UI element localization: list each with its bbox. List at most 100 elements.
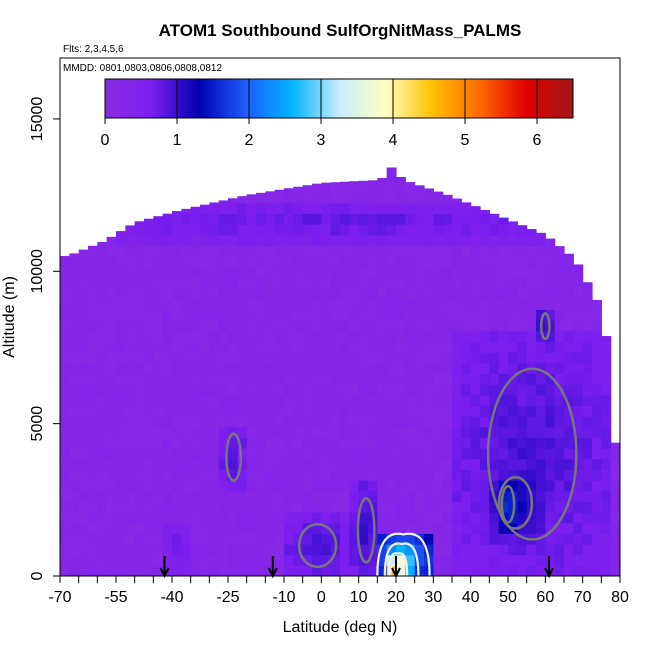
heatmap-cell <box>321 213 332 225</box>
heatmap-cell <box>330 266 341 278</box>
heatmap-cell <box>69 330 80 342</box>
heatmap-cell <box>78 416 89 428</box>
heatmap-cell <box>405 213 416 225</box>
heatmap-cell <box>545 330 556 342</box>
heatmap-cell <box>349 288 360 300</box>
heatmap-cell <box>517 480 528 492</box>
heatmap-cell <box>181 352 192 364</box>
heatmap-cell <box>265 341 276 353</box>
heatmap-cell <box>405 554 416 566</box>
heatmap-cell <box>78 426 89 438</box>
heatmap-cell <box>526 256 537 268</box>
heatmap-cell <box>536 405 546 417</box>
heatmap-cell <box>134 352 145 364</box>
heatmap-cell <box>414 384 425 396</box>
heatmap-cell <box>452 277 462 289</box>
heatmap-cell <box>209 554 220 566</box>
heatmap-cell <box>144 218 154 225</box>
heatmap-cell <box>181 309 192 321</box>
heatmap-cell <box>330 554 341 566</box>
heatmap-cell <box>274 469 285 481</box>
heatmap-cell <box>358 416 369 428</box>
heatmap-cell <box>162 341 173 353</box>
heatmap-cell <box>237 522 248 534</box>
heatmap-cell <box>144 341 154 353</box>
heatmap-cell <box>190 554 201 566</box>
heatmap-cell <box>386 298 397 310</box>
heatmap-cell <box>517 373 528 385</box>
heatmap-cell <box>88 512 98 524</box>
heatmap-cell <box>144 298 154 310</box>
heatmap-cell <box>405 480 416 492</box>
heatmap-cell <box>452 202 462 214</box>
heatmap-cell <box>78 288 89 300</box>
heatmap-cell <box>592 341 602 353</box>
heatmap-cell <box>414 277 425 289</box>
heatmap-cell <box>60 277 70 289</box>
heatmap-cell <box>88 330 98 342</box>
heatmap-cell <box>153 426 164 438</box>
heatmap-cell <box>265 512 276 524</box>
heatmap-cell <box>424 330 434 342</box>
heatmap-cell <box>125 469 136 481</box>
heatmap-cell <box>144 234 154 246</box>
heatmap-cell <box>452 224 462 236</box>
heatmap-cell <box>573 352 584 364</box>
heatmap-cell <box>564 448 574 460</box>
heatmap-cell <box>536 394 546 406</box>
heatmap-cell <box>153 234 164 246</box>
heatmap-cell <box>302 202 313 214</box>
heatmap-cell <box>377 330 388 342</box>
heatmap-cell <box>358 522 369 534</box>
heatmap-cell <box>78 501 89 513</box>
heatmap-cell <box>452 480 462 492</box>
heatmap-cell <box>302 234 313 246</box>
heatmap-cell <box>116 544 126 556</box>
heatmap-cell <box>69 565 80 576</box>
heatmap-cell <box>209 544 220 556</box>
heatmap-cell <box>312 405 322 417</box>
heatmap-cell <box>116 266 126 278</box>
heatmap-cell <box>312 544 322 556</box>
heatmap-cell <box>88 362 98 374</box>
heatmap-cell <box>265 320 276 332</box>
heatmap-cell <box>433 469 444 481</box>
heatmap-cell <box>200 352 210 364</box>
heatmap-cell <box>452 554 462 566</box>
heatmap-cell <box>386 234 397 246</box>
heatmap-cell <box>433 533 444 545</box>
heatmap-cell <box>396 490 406 502</box>
heatmap-cell <box>60 501 70 513</box>
heatmap-cell <box>433 448 444 460</box>
heatmap-cell <box>554 437 565 449</box>
heatmap-cell <box>545 288 556 300</box>
heatmap-cell <box>125 426 136 438</box>
heatmap-cell <box>228 309 238 321</box>
heatmap-cell <box>433 426 444 438</box>
heatmap-cell <box>312 288 322 300</box>
heatmap-cell <box>321 533 332 545</box>
heatmap-cell <box>424 352 434 364</box>
heatmap-cell <box>452 416 462 428</box>
heatmap-cell <box>368 458 378 470</box>
heatmap-cell <box>349 202 360 214</box>
heatmap-cell <box>340 426 350 438</box>
heatmap-cell <box>396 177 406 183</box>
heatmap-cell <box>293 469 304 481</box>
heatmap-cell <box>536 490 546 502</box>
heatmap-cell <box>172 309 182 321</box>
heatmap-cell <box>228 426 238 438</box>
heatmap-cell <box>554 246 565 257</box>
heatmap-cell <box>414 330 425 342</box>
heatmap-cell <box>517 512 528 524</box>
heatmap-cell <box>405 544 416 556</box>
heatmap-cell <box>78 266 89 278</box>
heatmap-cell <box>190 234 201 246</box>
heatmap-cell <box>190 277 201 289</box>
heatmap-cell <box>125 352 136 364</box>
heatmap-cell <box>452 309 462 321</box>
heatmap-cell <box>69 544 80 556</box>
heatmap-cell <box>321 394 332 406</box>
heatmap-cell <box>237 373 248 385</box>
heatmap-cell <box>489 384 500 396</box>
